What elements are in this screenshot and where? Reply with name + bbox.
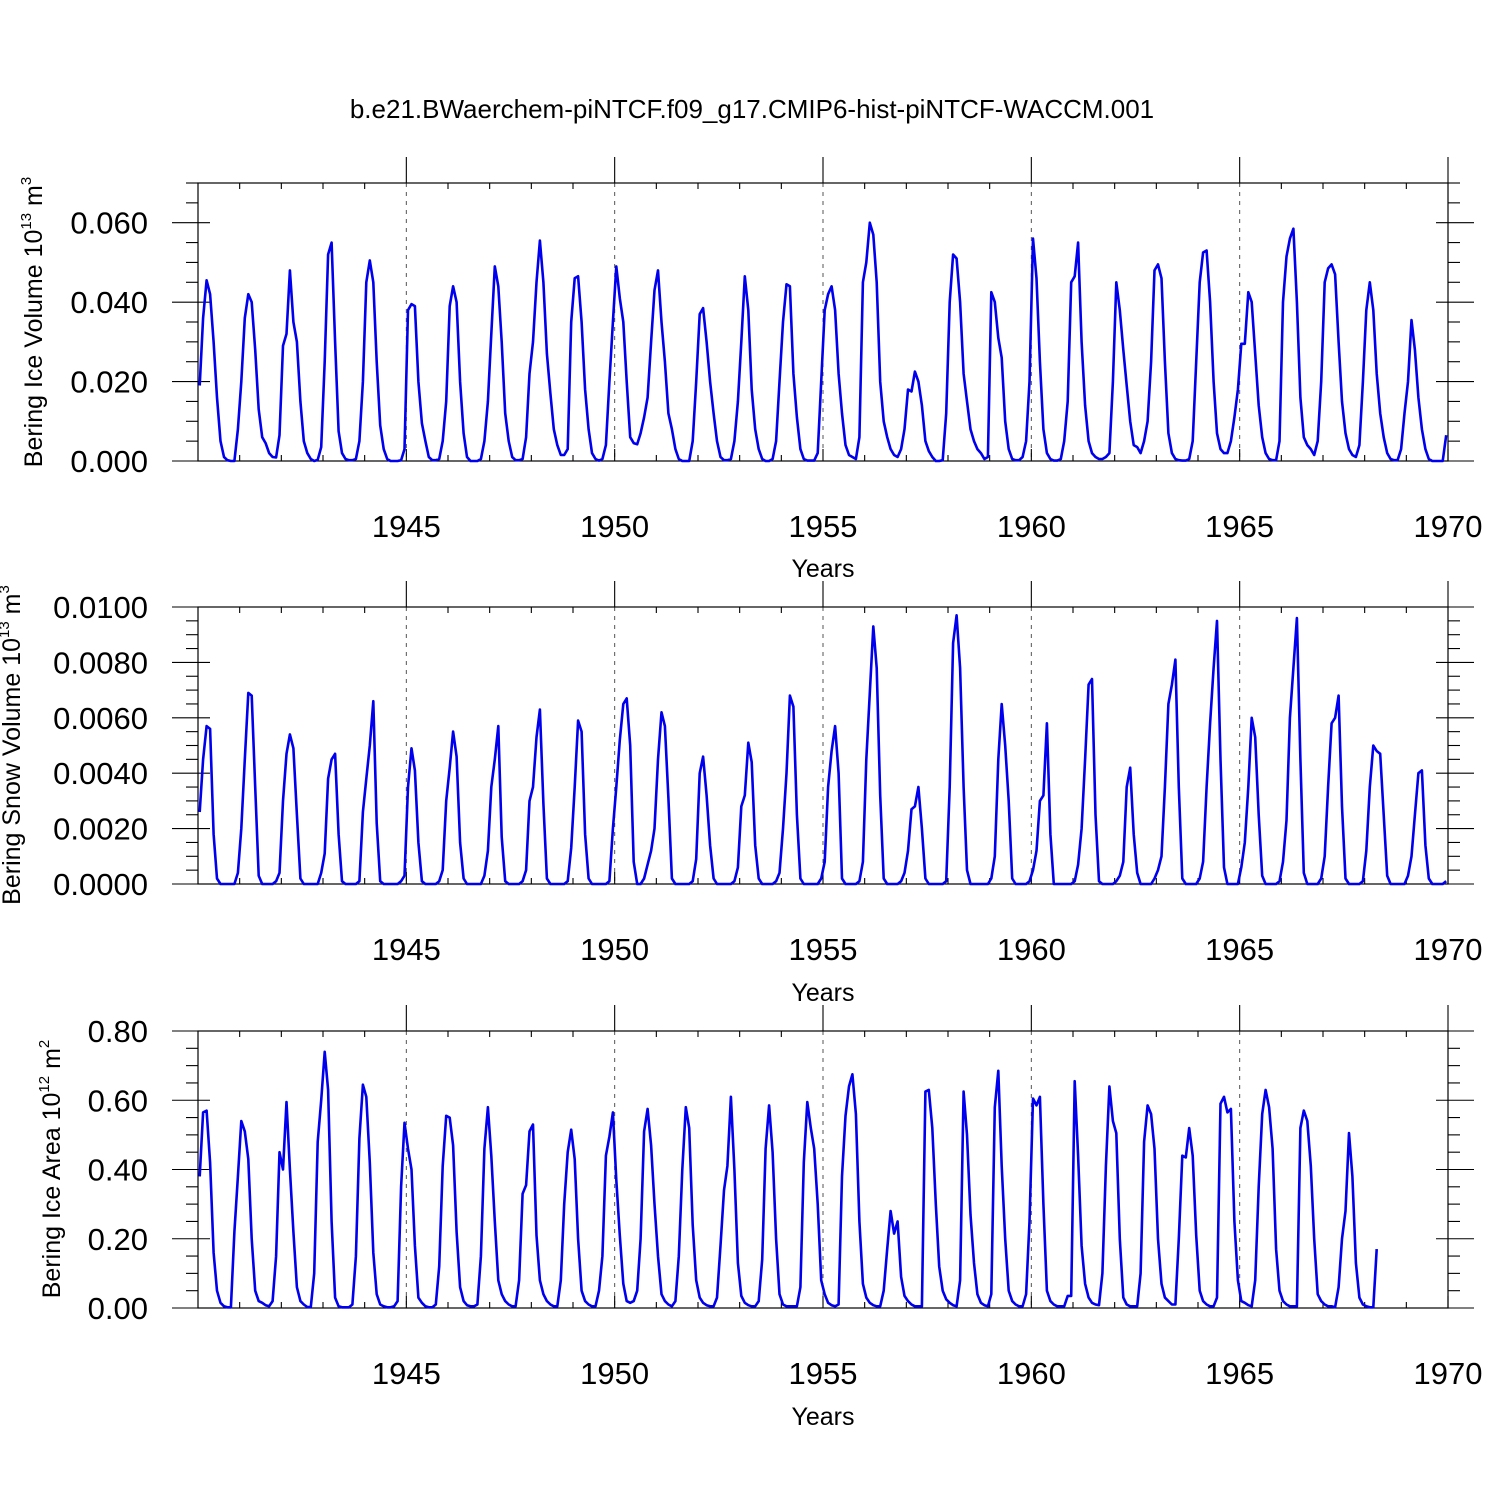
- ice-area-x-tick-label: 1945: [372, 1356, 441, 1391]
- snow-volume-x-tick-label: 1955: [789, 932, 858, 967]
- snow-volume-y-tick-label: 0.0040: [53, 756, 148, 791]
- snow-volume-y-tick-label: 0.0020: [53, 812, 148, 847]
- ice-volume-x-tick-label: 1965: [1205, 509, 1274, 544]
- ice-area-x-tick-label: 1955: [789, 1356, 858, 1391]
- ice-volume-y-tick-label: 0.060: [70, 206, 148, 241]
- ice-volume-x-tick-label: 1960: [997, 509, 1066, 544]
- ice-volume-x-tick-label: 1950: [580, 509, 649, 544]
- chart-title: b.e21.BWaerchem-piNTCF.f09_g17.CMIP6-his…: [350, 94, 1154, 124]
- ice-volume-ylabel: Bering Ice Volume 1013 m3: [18, 177, 48, 467]
- ice-volume-xlabel: Years: [791, 555, 854, 583]
- ice-volume-x-tick-label: 1970: [1414, 509, 1483, 544]
- ice-area-y-tick-label: 0.80: [88, 1014, 148, 1049]
- snow-volume-x-tick-label: 1970: [1414, 932, 1483, 967]
- snow-volume-x-tick-label: 1960: [997, 932, 1066, 967]
- ice-area-y-tick-label: 0.20: [88, 1222, 148, 1257]
- snow-volume-x-tick-label: 1950: [580, 932, 649, 967]
- ice-volume-panel: Bering Ice Volume 1013 m3 Years 1945 1950…: [18, 157, 1482, 583]
- snow-volume-series-line: [198, 614, 1448, 886]
- snow-volume-panel: Bering Snow Volume 1013 m3 Years 1945 195…: [0, 581, 1482, 1007]
- snow-volume-y-tick-label: 0.0100: [53, 590, 148, 625]
- ice-area-y-tick-label: 0.40: [88, 1153, 148, 1188]
- ice-area-x-tick-label: 1970: [1414, 1356, 1483, 1391]
- ice-area-x-tick-label: 1950: [580, 1356, 649, 1391]
- ice-area-ylabel: Bering Ice Area 1012 m2: [36, 1040, 66, 1299]
- snow-volume-x-tick-label: 1965: [1205, 932, 1274, 967]
- ice-volume-y-tick-label: 0.040: [70, 285, 148, 320]
- ice-area-x-tick-label: 1960: [997, 1356, 1066, 1391]
- ice-area-series-line: [198, 1050, 1378, 1309]
- ice-area-y-tick-label: 0.60: [88, 1083, 148, 1118]
- snow-volume-y-tick-label: 0.0080: [53, 645, 148, 680]
- snow-volume-x-tick-label: 1945: [372, 932, 441, 967]
- snow-volume-xlabel: Years: [791, 979, 854, 1007]
- ice-volume-y-tick-label: 0.020: [70, 365, 148, 400]
- ice-area-y-tick-label: 0.00: [88, 1291, 148, 1326]
- ice-volume-x-tick-label: 1955: [789, 509, 858, 544]
- ice-volume-series-line: [198, 221, 1448, 463]
- ice-volume-x-tick-label: 1945: [372, 509, 441, 544]
- snow-volume-ylabel: Bering Snow Volume 1013 m3: [0, 585, 26, 905]
- ice-volume-y-tick-label: 0.000: [70, 444, 148, 479]
- ice-area-x-tick-label: 1965: [1205, 1356, 1274, 1391]
- ice-area-xlabel: Years: [791, 1403, 854, 1431]
- snow-volume-y-tick-label: 0.0060: [53, 701, 148, 736]
- ice-area-panel: Bering Ice Area 1012 m2 Years 1945 1950 19…: [36, 1005, 1482, 1431]
- snow-volume-y-tick-label: 0.0000: [53, 867, 148, 902]
